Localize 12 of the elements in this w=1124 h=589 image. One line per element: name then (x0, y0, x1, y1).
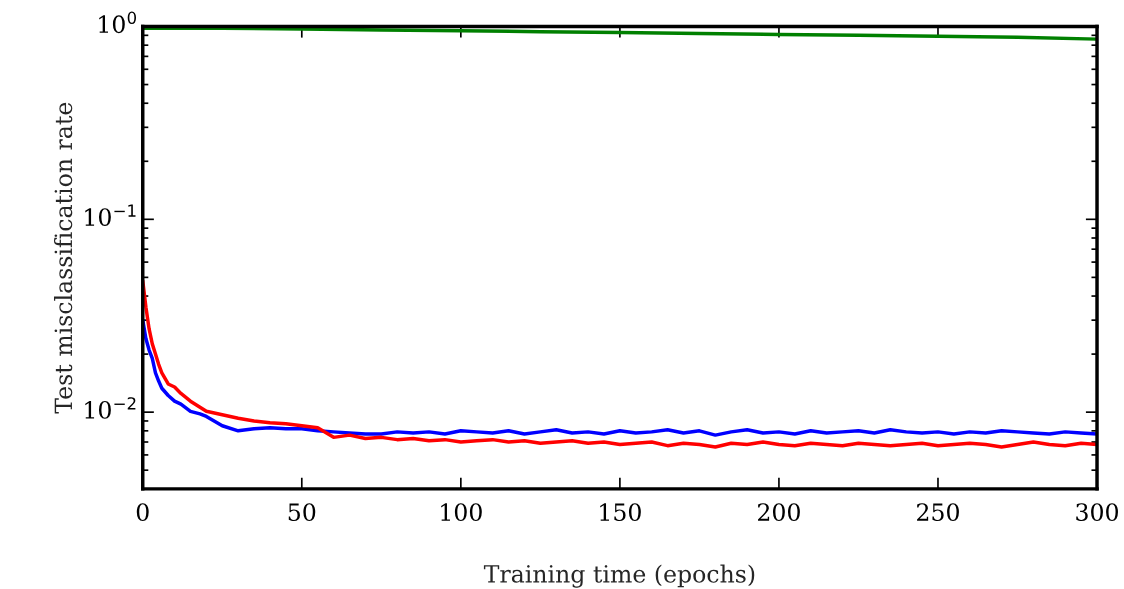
x-tick-label: 100 (441, 503, 482, 522)
y-axis-title: Test misclassification rate (53, 102, 73, 414)
x-tick-label: 0 (136, 503, 149, 522)
x-tick-label: 150 (600, 503, 641, 522)
y-tick-label: 10$^{−2}$ (85, 397, 136, 419)
y-tick-label: 10$^{0}$ (99, 11, 137, 34)
x-tick-label: 300 (1076, 503, 1118, 522)
x-tick-label: 200 (758, 503, 800, 522)
x-tick-label: 250 (917, 503, 959, 522)
x-tick-label: 50 (288, 503, 316, 522)
x-axis-title: Training time (epochs) (483, 564, 755, 588)
y-tick-label: 10$^{−1}$ (85, 204, 136, 227)
